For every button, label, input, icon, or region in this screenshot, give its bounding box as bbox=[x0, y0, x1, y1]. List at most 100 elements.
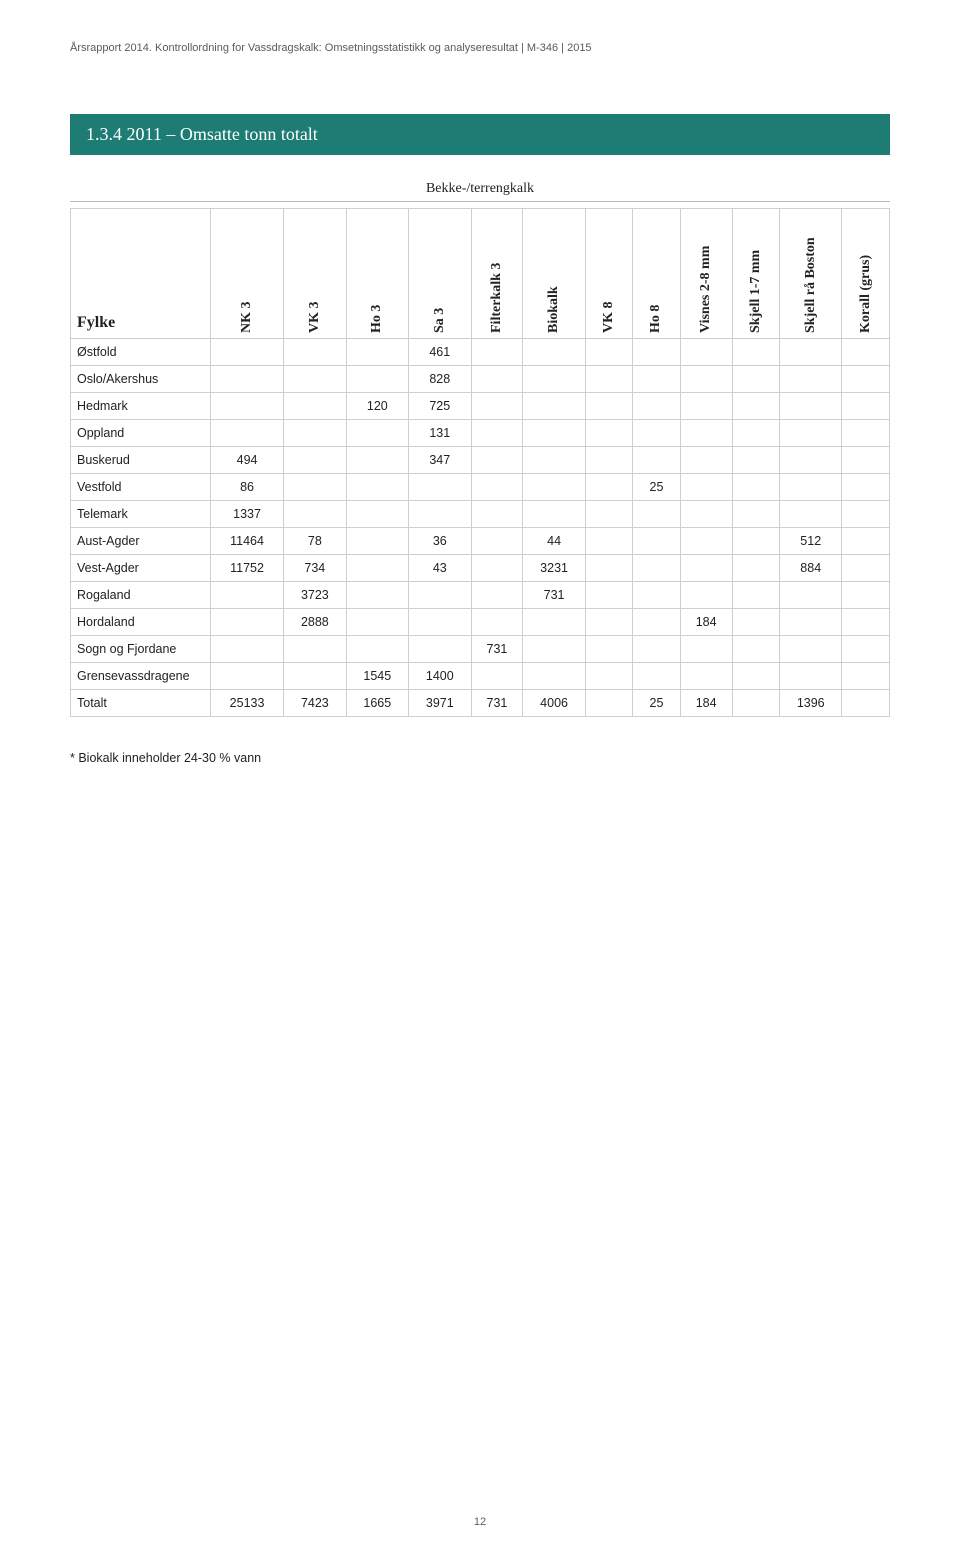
col-label: Skjell rå Boston bbox=[803, 315, 819, 333]
value-cell bbox=[523, 474, 585, 501]
value-cell: 1665 bbox=[346, 690, 408, 717]
value-cell bbox=[585, 339, 632, 366]
table-row: Oppland131 bbox=[71, 420, 890, 447]
col-header-fylke: Fylke bbox=[71, 209, 211, 339]
col-header-sa3: Sa 3 bbox=[409, 209, 471, 339]
value-cell bbox=[842, 663, 890, 690]
value-cell bbox=[346, 474, 408, 501]
value-cell: 25 bbox=[633, 474, 680, 501]
value-cell: 3971 bbox=[409, 690, 471, 717]
value-cell bbox=[633, 636, 680, 663]
value-cell: 25 bbox=[633, 690, 680, 717]
value-cell: 4006 bbox=[523, 690, 585, 717]
value-cell bbox=[409, 474, 471, 501]
col-header-korall: Korall (grus) bbox=[842, 209, 890, 339]
value-cell bbox=[842, 636, 890, 663]
value-cell bbox=[346, 420, 408, 447]
fylke-cell: Telemark bbox=[71, 501, 211, 528]
col-label: VK 3 bbox=[307, 315, 323, 333]
value-cell bbox=[732, 636, 779, 663]
col-header-vk8: VK 8 bbox=[585, 209, 632, 339]
value-cell: 731 bbox=[523, 582, 585, 609]
value-cell: 1337 bbox=[211, 501, 284, 528]
value-cell bbox=[680, 555, 732, 582]
table-row: Totalt251337423166539717314006251841396 bbox=[71, 690, 890, 717]
col-header-filterkalk3: Filterkalk 3 bbox=[471, 209, 523, 339]
value-cell bbox=[633, 339, 680, 366]
value-cell bbox=[780, 393, 842, 420]
value-cell bbox=[471, 366, 523, 393]
value-cell: 731 bbox=[471, 636, 523, 663]
value-cell bbox=[471, 555, 523, 582]
value-cell: 7423 bbox=[284, 690, 346, 717]
value-cell bbox=[842, 609, 890, 636]
footnote: * Biokalk inneholder 24-30 % vann bbox=[70, 751, 890, 765]
value-cell bbox=[211, 393, 284, 420]
value-cell bbox=[842, 528, 890, 555]
value-cell bbox=[732, 474, 779, 501]
value-cell bbox=[523, 447, 585, 474]
col-header-biokalk: Biokalk bbox=[523, 209, 585, 339]
value-cell: 347 bbox=[409, 447, 471, 474]
value-cell bbox=[842, 555, 890, 582]
value-cell bbox=[585, 690, 632, 717]
value-cell bbox=[680, 393, 732, 420]
value-cell bbox=[523, 420, 585, 447]
value-cell bbox=[680, 663, 732, 690]
value-cell bbox=[680, 636, 732, 663]
col-header-vk3: VK 3 bbox=[284, 209, 346, 339]
value-cell bbox=[284, 420, 346, 447]
value-cell bbox=[732, 609, 779, 636]
value-cell bbox=[471, 420, 523, 447]
value-cell bbox=[633, 447, 680, 474]
value-cell: 3723 bbox=[284, 582, 346, 609]
col-label: Visnes 2-8 mm bbox=[698, 315, 714, 333]
value-cell bbox=[585, 447, 632, 474]
value-cell bbox=[284, 339, 346, 366]
value-cell bbox=[780, 636, 842, 663]
value-cell bbox=[523, 663, 585, 690]
value-cell bbox=[732, 447, 779, 474]
value-cell bbox=[211, 582, 284, 609]
fylke-cell: Oppland bbox=[71, 420, 211, 447]
value-cell bbox=[585, 663, 632, 690]
value-cell bbox=[346, 528, 408, 555]
value-cell bbox=[633, 582, 680, 609]
value-cell bbox=[732, 393, 779, 420]
fylke-cell: Buskerud bbox=[71, 447, 211, 474]
value-cell bbox=[680, 447, 732, 474]
value-cell bbox=[284, 366, 346, 393]
value-cell: 86 bbox=[211, 474, 284, 501]
value-cell: 884 bbox=[780, 555, 842, 582]
value-cell: 2888 bbox=[284, 609, 346, 636]
value-cell bbox=[732, 582, 779, 609]
value-cell bbox=[842, 474, 890, 501]
col-header-ho3: Ho 3 bbox=[346, 209, 408, 339]
fylke-cell: Aust-Agder bbox=[71, 528, 211, 555]
value-cell: 734 bbox=[284, 555, 346, 582]
value-cell bbox=[346, 501, 408, 528]
col-label: NK 3 bbox=[239, 315, 255, 333]
value-cell bbox=[346, 555, 408, 582]
value-cell bbox=[780, 420, 842, 447]
value-cell bbox=[471, 528, 523, 555]
table-header-row: Fylke NK 3 VK 3 Ho 3 Sa 3 Filterkalk 3 B… bbox=[71, 209, 890, 339]
value-cell bbox=[409, 501, 471, 528]
value-cell: 512 bbox=[780, 528, 842, 555]
value-cell bbox=[732, 528, 779, 555]
value-cell bbox=[842, 420, 890, 447]
value-cell bbox=[633, 555, 680, 582]
value-cell bbox=[842, 366, 890, 393]
col-label: VK 8 bbox=[601, 315, 617, 333]
value-cell: 184 bbox=[680, 609, 732, 636]
value-cell bbox=[680, 501, 732, 528]
fylke-cell: Oslo/Akershus bbox=[71, 366, 211, 393]
value-cell bbox=[211, 663, 284, 690]
value-cell bbox=[409, 582, 471, 609]
value-cell bbox=[471, 447, 523, 474]
value-cell bbox=[732, 339, 779, 366]
col-label: Biokalk bbox=[546, 315, 562, 333]
value-cell bbox=[633, 420, 680, 447]
value-cell bbox=[780, 663, 842, 690]
value-cell bbox=[585, 528, 632, 555]
